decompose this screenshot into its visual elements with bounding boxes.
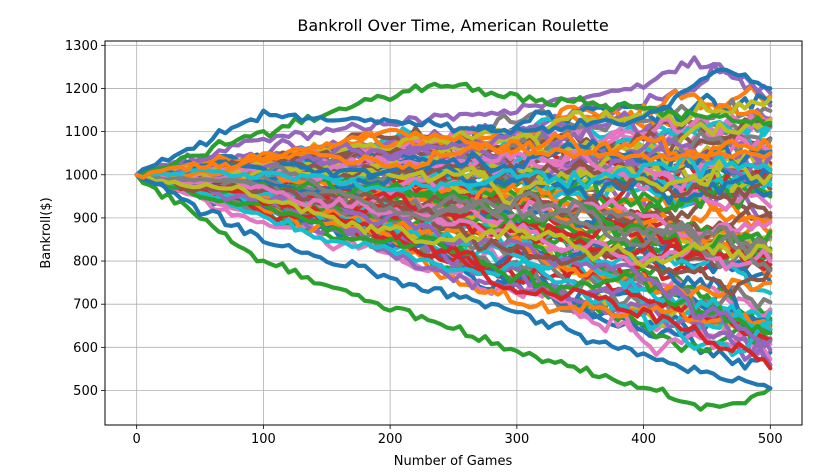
y-tick-label: 500 [73,384,98,399]
series-line-extreme-1 [134,172,773,391]
y-tick-label: 1200 [65,82,98,97]
series-line-extreme-5 [134,127,773,180]
series-line-97 [134,163,773,273]
y-tick-label: 600 [73,341,98,356]
y-axis-label: Bankroll($) [39,197,54,268]
series-line-98 [134,172,773,269]
y-tick-label: 800 [73,255,98,270]
series-line-79 [134,172,773,358]
x-tick-label: 400 [631,432,656,447]
x-tick-label: 300 [504,432,529,447]
series-line-86 [134,134,773,192]
y-tick-label: 1000 [65,168,98,183]
y-tick-label: 1100 [65,125,98,140]
chart-title: Bankroll Over Time, American Roulette [297,16,608,35]
series-line-94 [134,172,773,349]
y-tick-label: 900 [73,211,98,226]
series-line-extreme-2 [134,55,773,179]
series-group [134,55,773,412]
x-axis-label: Number of Games [394,454,513,469]
series-line-extreme-4 [134,67,773,177]
series-line-99 [134,152,773,193]
y-tick-label: 1300 [65,39,98,54]
x-tick-label: 500 [758,432,783,447]
x-tick-label: 100 [251,432,276,447]
series-line-83 [134,171,773,272]
y-tick-label: 700 [73,298,98,313]
x-tick-label: 0 [133,432,141,447]
series-line-extreme-0 [134,172,773,412]
series-line-extreme-3 [134,81,773,177]
axis-ticks: 0 100 200 300 400 500 500 600 700 800 900 1000 1100 1… [65,39,783,447]
series-line-96 [134,172,773,272]
plot-frame [104,40,803,426]
x-tick-label: 200 [378,432,403,447]
